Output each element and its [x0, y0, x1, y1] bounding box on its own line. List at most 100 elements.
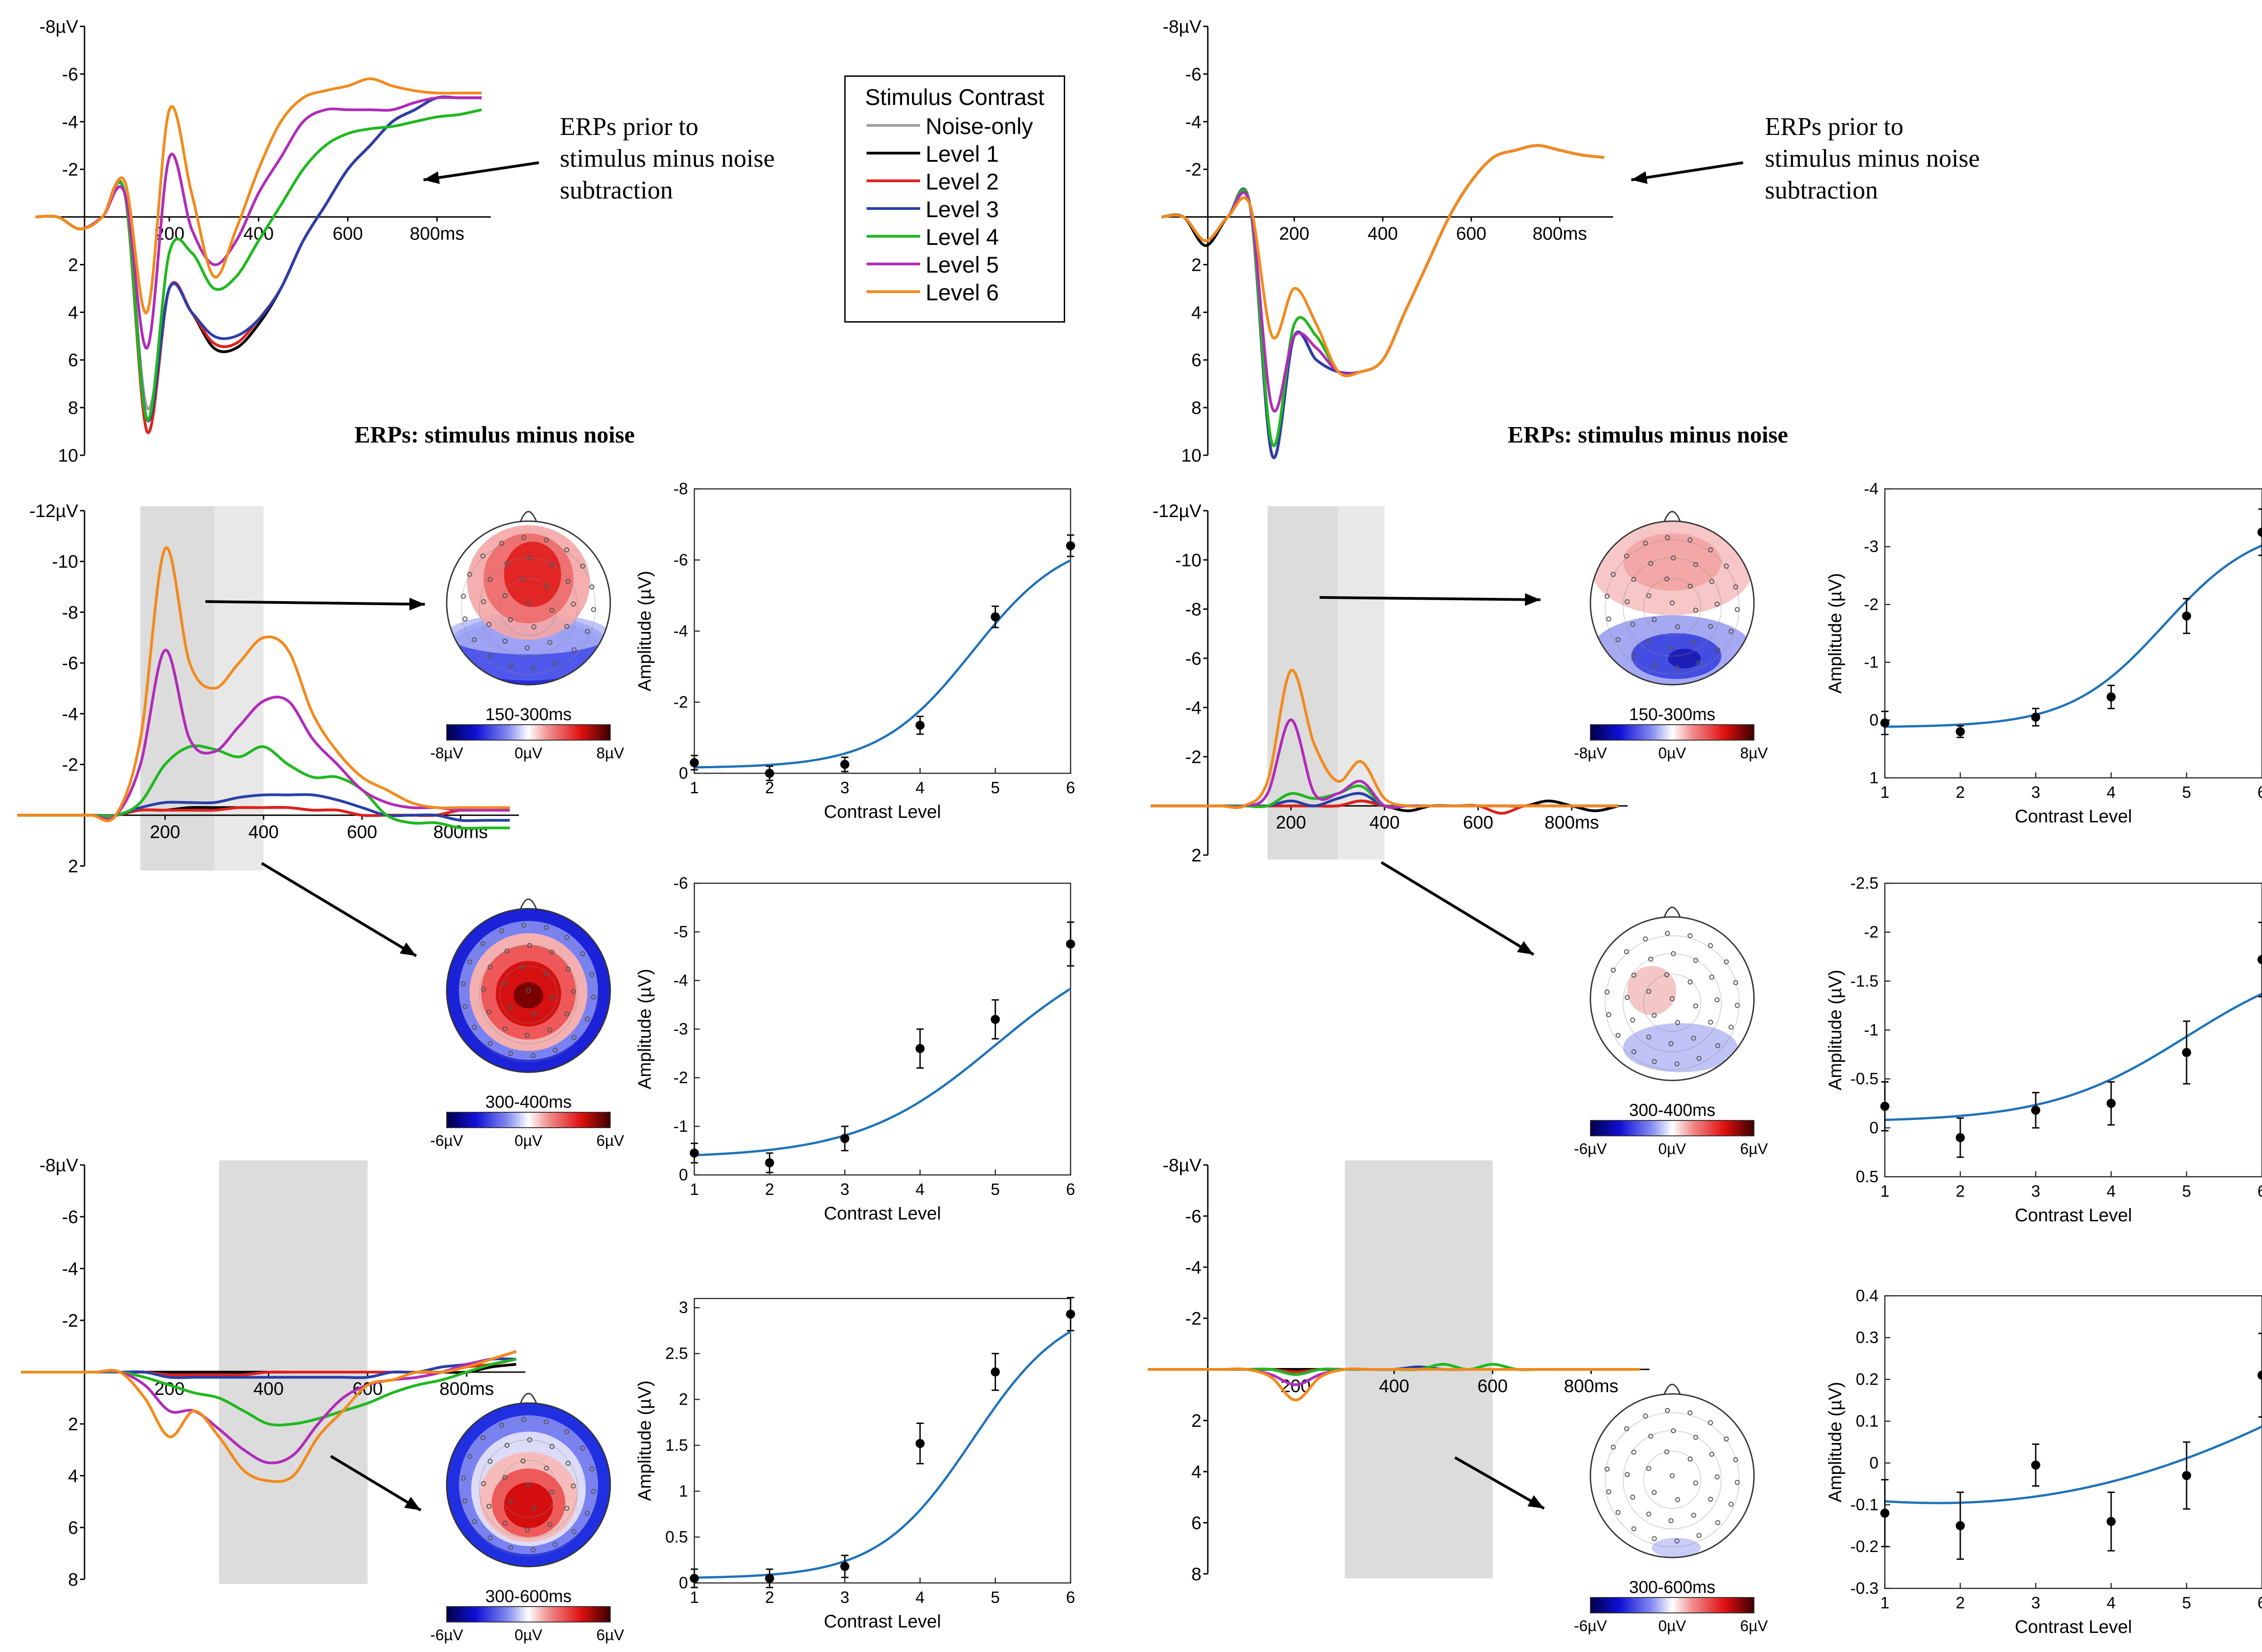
fit-curve — [694, 988, 1071, 1156]
data-point — [2107, 692, 2116, 702]
y-tick-label: -0.1 — [1850, 1495, 1878, 1514]
y-axis-label: Amplitude (µV) — [635, 1380, 655, 1501]
data-point — [690, 758, 699, 767]
fit-curve — [694, 1330, 1071, 1579]
x-tick-label: 1 — [1880, 1182, 1889, 1200]
y-tick-label: 4 — [1191, 1462, 1201, 1482]
data-point — [1066, 1309, 1075, 1319]
crf_right_300_600-panel: -0.3 -0.2 -0.1 0 0.1 0.2 0.3 0.4 1 2 3 4 5 6 Contrast … — [1825, 1286, 2262, 1637]
electrode — [1631, 1049, 1637, 1055]
electrode — [508, 1499, 513, 1504]
electrode — [1631, 653, 1637, 659]
electrode — [488, 1041, 493, 1046]
erp-series-line — [35, 77, 482, 314]
arrow-head — [399, 942, 416, 956]
electrode — [508, 1051, 513, 1056]
y-tick-label: 0 — [1869, 1118, 1878, 1137]
electrode — [549, 950, 555, 955]
legend-label: Level 5 — [926, 252, 999, 278]
x-tick-label: 1 — [1880, 1593, 1889, 1612]
electrode — [1631, 1449, 1637, 1455]
y-tick-label: 4 — [1191, 303, 1201, 323]
electrode — [530, 1053, 536, 1059]
y-tick-label: 3 — [679, 1298, 688, 1317]
electrode — [1709, 975, 1714, 980]
data-point — [991, 1015, 1000, 1024]
electrode — [1733, 584, 1739, 590]
data-point — [1066, 541, 1075, 551]
electrode — [1646, 1034, 1651, 1040]
fit-curve — [1884, 1425, 2262, 1504]
x-tick-label: 4 — [916, 1180, 925, 1199]
y-axis-label: Amplitude (µV) — [635, 969, 655, 1089]
crf_left_300_400-panel: -6 -5 -4 -3 -2 -1 01 2 3 4 5 6 Contrast Level Amplitu… — [635, 874, 1075, 1224]
y-tick-label: -2 — [62, 160, 78, 180]
electrode — [461, 593, 466, 599]
colorbar — [1590, 1597, 1754, 1613]
x-tick-label: 4 — [2107, 1593, 2116, 1612]
electrode — [1693, 1003, 1699, 1009]
electrode — [585, 1511, 590, 1516]
y-tick-label: 0 — [1869, 1453, 1878, 1472]
x-tick-label: 400 — [249, 822, 279, 842]
x-tick-label: 2 — [1956, 783, 1965, 801]
electrode — [1604, 1466, 1610, 1472]
y-tick-label: 0.5 — [665, 1528, 688, 1546]
data-point — [840, 1134, 850, 1143]
electrode — [1624, 949, 1629, 955]
electrode — [467, 572, 472, 577]
arrow-shaft — [261, 862, 417, 957]
contour-line — [1643, 974, 1701, 1032]
electrode — [1708, 547, 1713, 552]
data-point — [2257, 1370, 2262, 1380]
electrode — [1709, 579, 1714, 584]
erp_diff_left_mid-panel: -12µV -10 -8 -6 -4 -2 2 200 400 600 800ms — [17, 501, 519, 876]
y-tick-label: 4 — [68, 1466, 78, 1486]
contour-line — [479, 945, 578, 1044]
electrode — [1693, 958, 1699, 963]
data-point — [690, 1148, 699, 1158]
topomap-window-label: 150-300ms — [1629, 705, 1715, 724]
y-tick-label: 2 — [1191, 255, 1201, 275]
pointer-arrow — [205, 597, 425, 611]
electrode — [526, 600, 531, 606]
electrode — [1630, 622, 1635, 627]
arrow-head — [1631, 171, 1648, 184]
electrode — [547, 640, 553, 645]
electrode — [472, 1025, 477, 1030]
x-tick-label: 5 — [2182, 1182, 2191, 1200]
erp_diff_right_mid-panel: -12µV -10 -8 -6 -4 -2 2 200 400 600 800ms — [1151, 501, 1628, 866]
data-point — [1880, 1101, 1889, 1111]
y-tick-label: -8µV — [40, 1155, 79, 1175]
electrode — [1664, 972, 1669, 977]
electrode — [531, 624, 537, 630]
erp-series-line — [1161, 144, 1604, 447]
electrode — [1734, 1003, 1740, 1008]
head-outline — [446, 908, 611, 1073]
contour-line — [461, 539, 596, 675]
data-point — [2182, 611, 2191, 621]
electrode — [1693, 1435, 1699, 1440]
erp-series-line — [35, 95, 482, 423]
electrode — [1664, 576, 1669, 582]
electrode — [544, 583, 549, 589]
electrode — [564, 1506, 569, 1511]
electrode — [1675, 1497, 1680, 1503]
y-tick-label: -4 — [62, 704, 78, 724]
data-point — [1956, 1521, 1965, 1530]
x-tick-label: 2 — [765, 778, 774, 797]
y-tick-label: -4 — [1185, 698, 1201, 718]
electrode — [580, 951, 585, 956]
data-point — [765, 769, 774, 778]
electrode — [486, 1503, 492, 1509]
electrode — [1669, 600, 1675, 606]
erp-series-line — [1161, 144, 1604, 378]
data-point — [2182, 1471, 2191, 1480]
y-tick-label: 0.1 — [1856, 1412, 1878, 1430]
x-tick-label: 2 — [1956, 1182, 1965, 1200]
electrode — [1715, 647, 1720, 652]
electrode — [585, 629, 590, 634]
y-tick-label: -4 — [62, 1259, 78, 1279]
electrode — [564, 624, 569, 629]
electrode — [1671, 1428, 1676, 1433]
